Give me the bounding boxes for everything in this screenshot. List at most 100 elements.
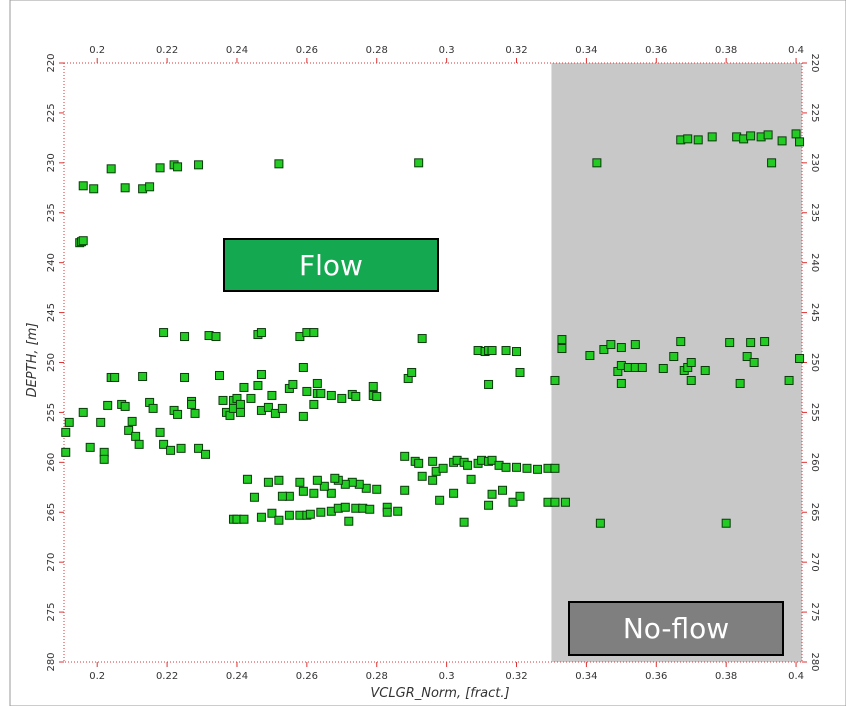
point xyxy=(372,484,382,494)
point xyxy=(270,408,280,418)
x-tick-label: 0.24 xyxy=(226,671,248,682)
shaded-region xyxy=(551,63,802,662)
y-tick-label: 270 xyxy=(46,553,57,572)
point xyxy=(218,395,228,405)
point xyxy=(592,158,602,168)
point xyxy=(337,393,347,403)
point xyxy=(372,391,382,401)
point xyxy=(735,378,745,388)
point xyxy=(515,491,525,501)
point xyxy=(131,431,141,441)
point xyxy=(683,134,693,144)
point xyxy=(214,370,224,380)
x-tick-label-top: 0.4 xyxy=(788,45,804,56)
point xyxy=(512,462,522,472)
y-tick-label-right: 260 xyxy=(809,453,820,472)
point xyxy=(595,518,605,528)
point xyxy=(235,399,245,409)
point xyxy=(120,401,130,411)
point xyxy=(463,460,473,470)
point xyxy=(242,474,252,484)
y-tick-label-right: 225 xyxy=(809,103,820,122)
y-tick-label: 240 xyxy=(46,253,57,272)
point xyxy=(267,508,277,518)
point xyxy=(267,390,277,400)
x-tick-label-top: 0.3 xyxy=(439,45,455,56)
point xyxy=(134,439,144,449)
point xyxy=(298,411,308,421)
y-tick-label: 235 xyxy=(46,203,57,222)
point xyxy=(606,340,616,350)
point xyxy=(145,182,155,192)
point xyxy=(110,372,120,382)
point xyxy=(532,464,542,474)
x-tick-label: 0.3 xyxy=(439,671,455,682)
point xyxy=(274,159,284,169)
point xyxy=(414,458,424,468)
x-tick-label: 0.28 xyxy=(366,671,388,682)
point xyxy=(256,328,266,338)
point xyxy=(400,451,410,461)
point xyxy=(61,427,71,437)
point xyxy=(484,500,494,510)
y-tick-label: 260 xyxy=(46,453,57,472)
point xyxy=(78,181,88,191)
point xyxy=(61,447,71,457)
point xyxy=(256,369,266,379)
point xyxy=(686,358,696,367)
point xyxy=(148,403,158,413)
point xyxy=(180,372,190,382)
point xyxy=(120,183,130,193)
point xyxy=(669,352,679,362)
point xyxy=(127,416,137,426)
point xyxy=(312,378,322,388)
point xyxy=(560,497,570,507)
y-tick-label-right: 240 xyxy=(809,253,820,272)
point xyxy=(616,343,626,353)
point xyxy=(417,471,427,481)
point xyxy=(428,475,438,485)
point xyxy=(767,158,777,168)
point xyxy=(309,399,319,409)
point xyxy=(382,507,392,517)
point xyxy=(187,399,197,409)
y-tick-label: 225 xyxy=(46,103,57,122)
point xyxy=(155,163,165,173)
point xyxy=(487,455,497,465)
point xyxy=(288,379,298,389)
point xyxy=(235,407,245,417)
y-tick-label: 255 xyxy=(46,403,57,422)
point xyxy=(340,502,350,512)
x-tick-label: 0.22 xyxy=(156,671,178,682)
flow-label: Flow xyxy=(223,238,439,292)
point xyxy=(239,382,249,392)
x-tick-label-top: 0.36 xyxy=(645,45,667,56)
point xyxy=(99,454,109,464)
point xyxy=(173,409,183,419)
y-tick-label-right: 280 xyxy=(809,652,820,671)
point xyxy=(295,477,305,487)
point xyxy=(487,346,497,356)
point xyxy=(316,507,326,517)
y-tick-label-right: 250 xyxy=(809,353,820,372)
point xyxy=(693,135,703,145)
y-tick-label: 265 xyxy=(46,503,57,522)
point xyxy=(78,236,88,246)
x-tick-label-top: 0.38 xyxy=(715,45,737,56)
point xyxy=(466,474,476,484)
point xyxy=(630,340,640,350)
point xyxy=(746,338,756,348)
point xyxy=(368,381,378,391)
x-tick-label-top: 0.24 xyxy=(226,45,248,56)
y-tick-label-right: 235 xyxy=(809,203,820,222)
point xyxy=(791,129,801,139)
point xyxy=(106,164,116,174)
point xyxy=(428,456,438,466)
point xyxy=(585,351,595,361)
point xyxy=(180,332,190,342)
point xyxy=(686,375,696,385)
point xyxy=(312,475,322,485)
no-flow-label: No-flow xyxy=(568,601,784,656)
x-tick-label-top: 0.32 xyxy=(505,45,527,56)
y-tick-label-right: 245 xyxy=(809,303,820,322)
